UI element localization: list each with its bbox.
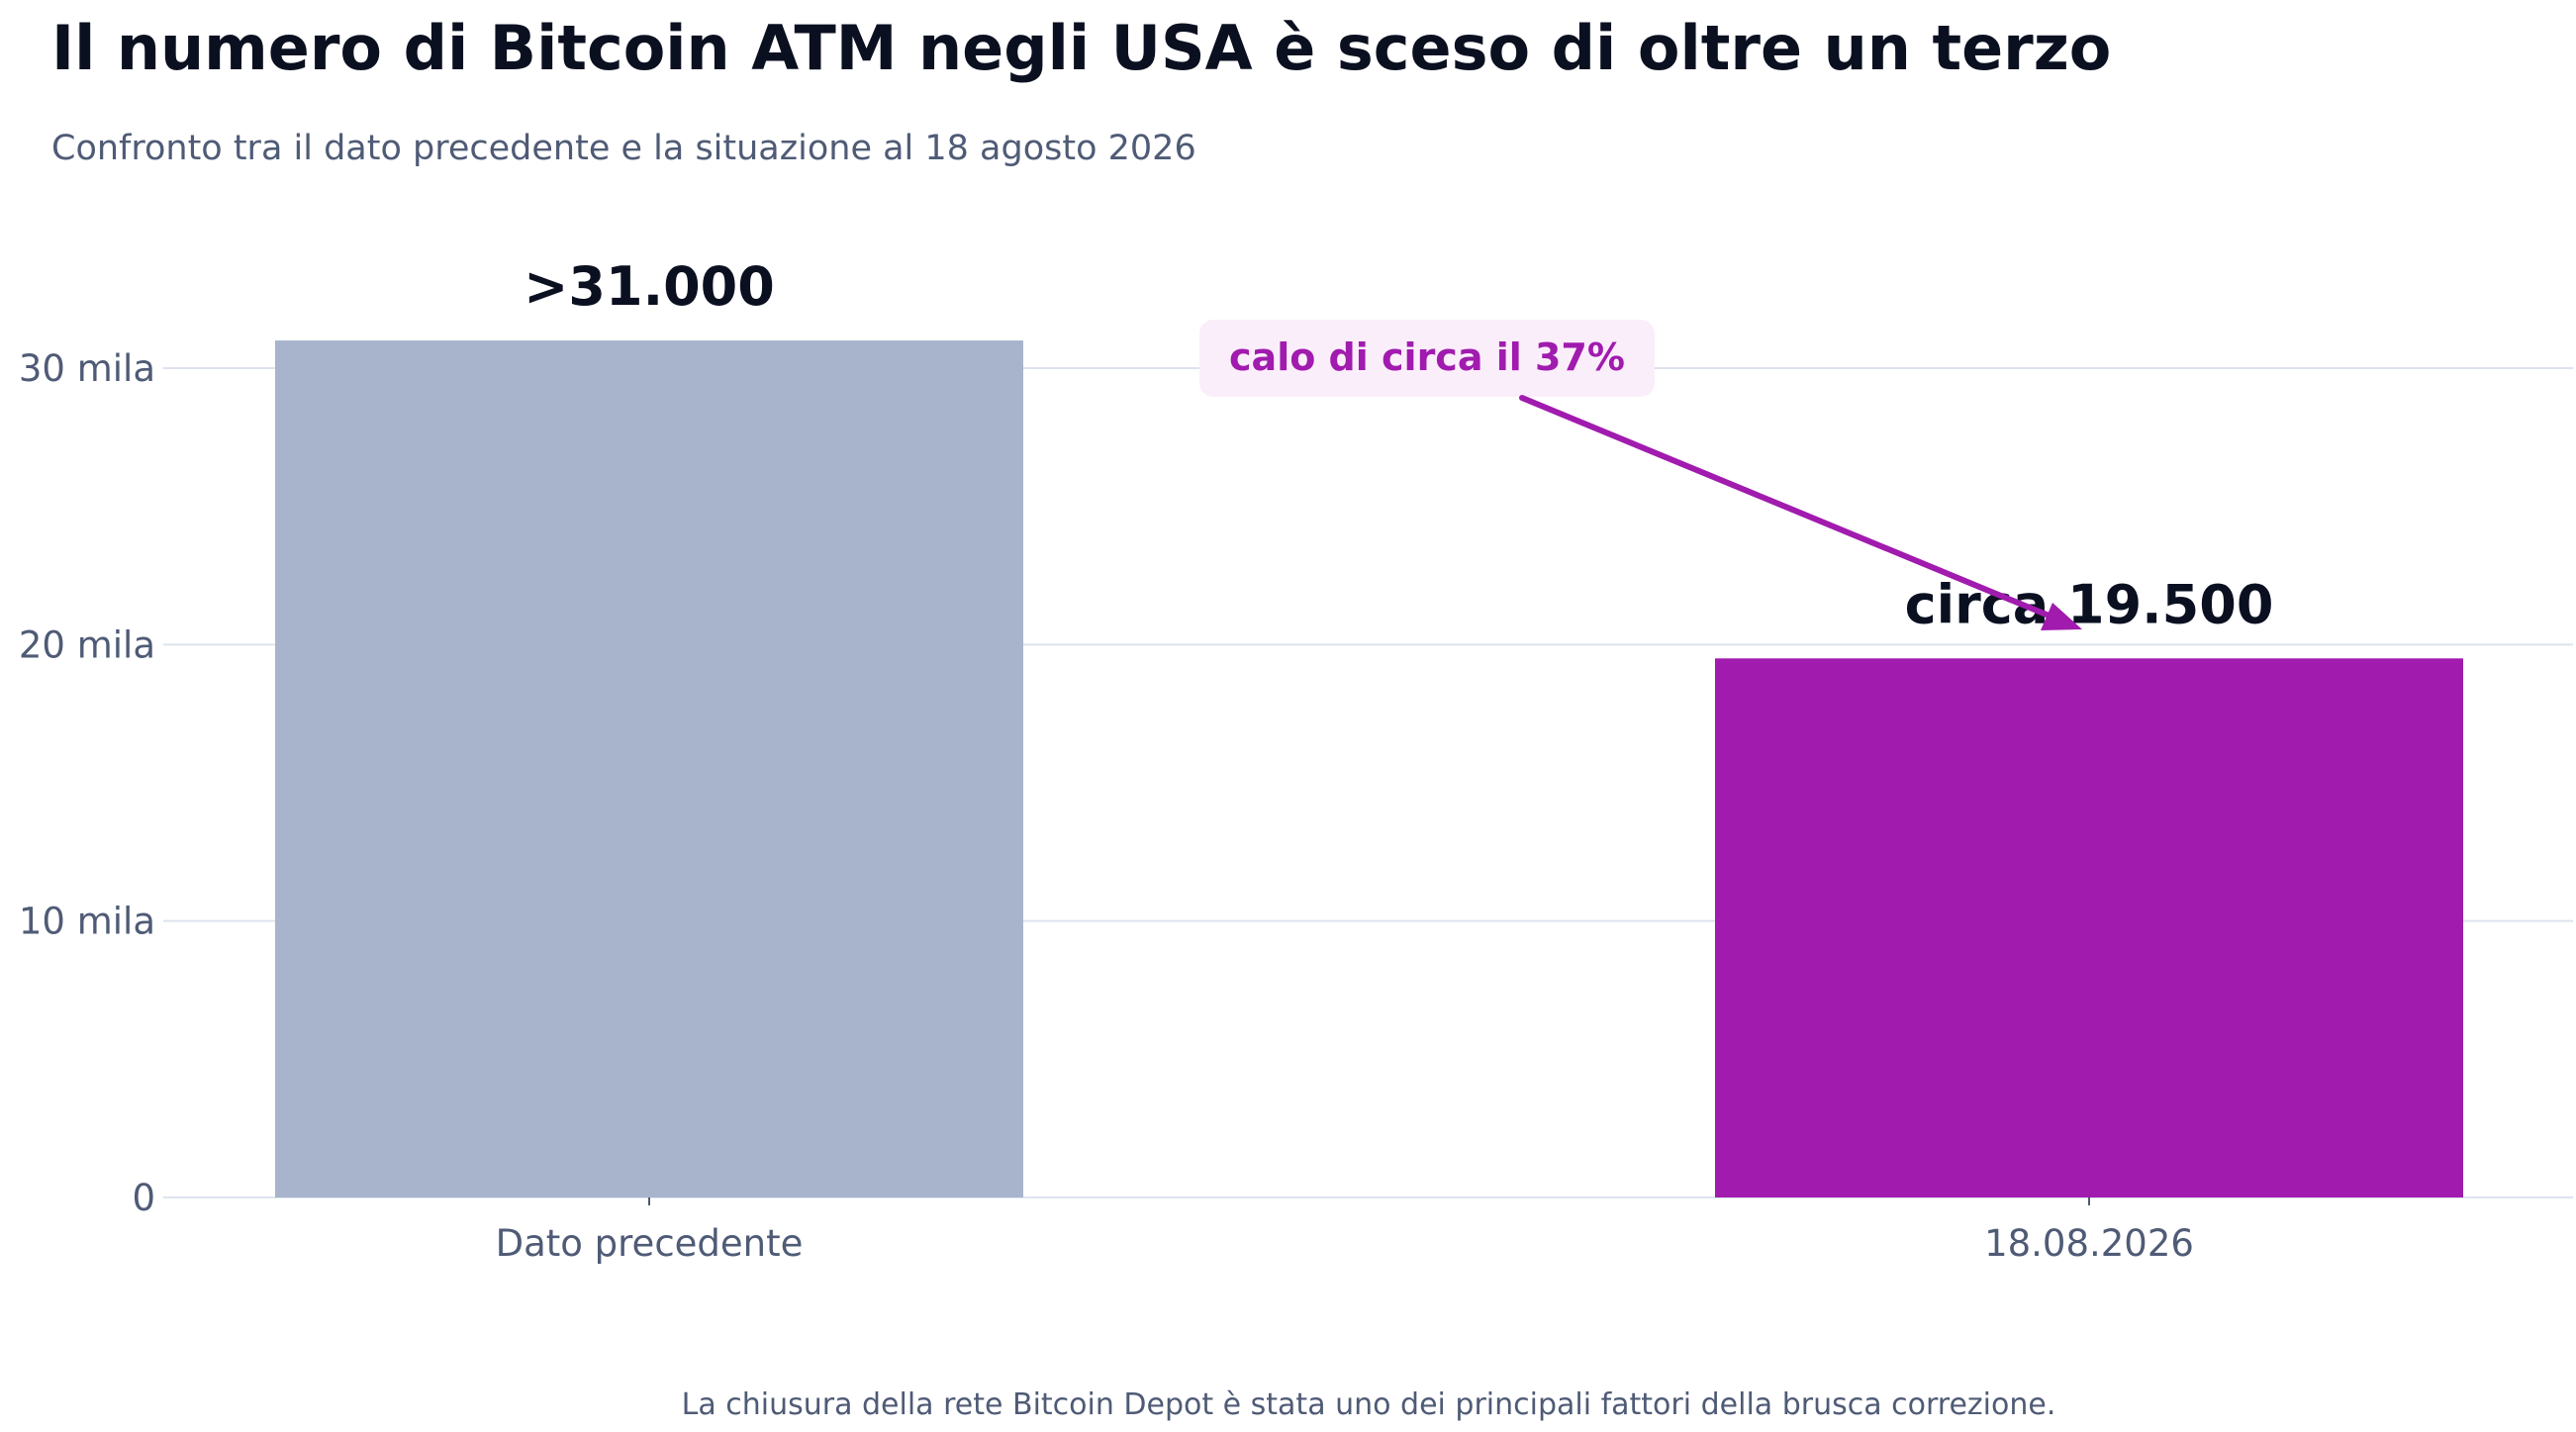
annotation-box [1199, 320, 1655, 397]
x-axis-tick-labels: Dato precedente 18.08.2026 [496, 1197, 2194, 1265]
y-tick-label-0: 0 [132, 1177, 155, 1219]
annotation-arrow-line [1519, 395, 2061, 622]
y-tick-label-3: 30 mila [19, 347, 155, 390]
bar-value-label-1: >31.000 [524, 255, 775, 318]
chart-title: Il numero di Bitcoin ATM negli USA è sce… [51, 12, 2111, 84]
bar-value-label-2: circa 19.500 [1905, 573, 2274, 635]
x-tick-label-2: 18.08.2026 [1984, 1222, 2194, 1265]
y-axis-tick-labels: 0 10 mila 20 mila 30 mila [19, 347, 155, 1219]
x-tick-label-1: Dato precedente [496, 1222, 804, 1265]
bar-1 [275, 340, 1023, 1198]
annotation-arrow-head [2041, 603, 2082, 630]
y-tick-label-1: 10 mila [19, 901, 155, 943]
bar-value-labels: >31.000 circa 19.500 [524, 255, 2273, 635]
bars [275, 340, 2463, 1198]
annotation-text: calo di circa il 37% [1229, 335, 1625, 379]
bar-2 [1715, 658, 2463, 1197]
y-tick-label-2: 20 mila [19, 623, 155, 666]
chart-footnote: La chiusura della rete Bitcoin Depot è s… [682, 1387, 2056, 1422]
chart-subtitle: Confronto tra il dato precedente e la si… [51, 129, 1196, 168]
annotation: calo di circa il 37% [1199, 320, 2082, 630]
